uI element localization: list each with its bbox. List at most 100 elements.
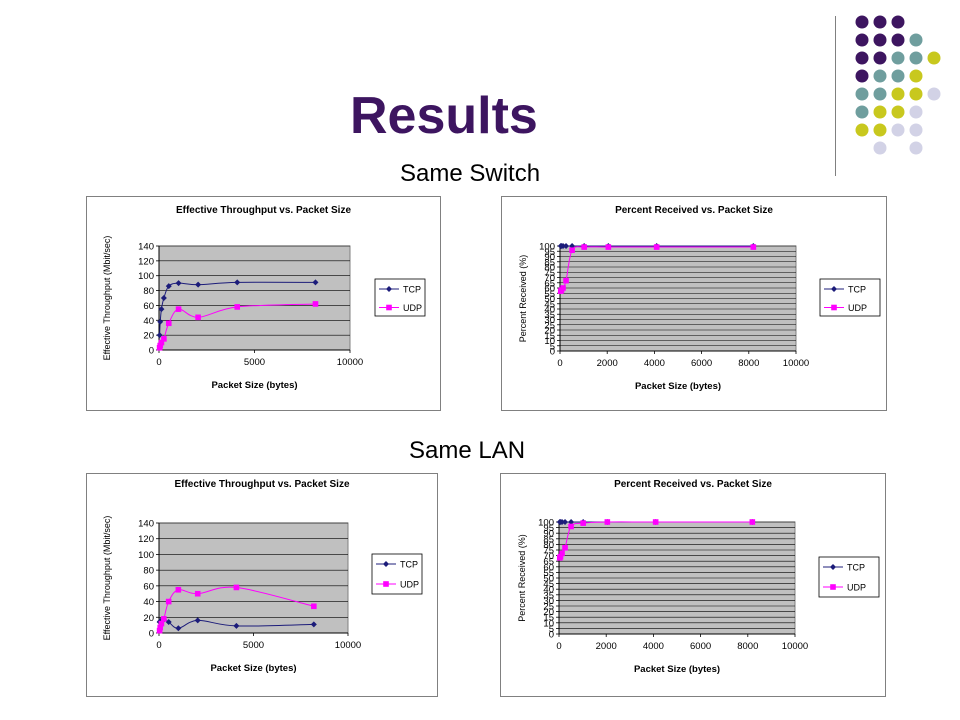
decorative-dot <box>909 123 923 137</box>
chart-lan-throughput: Effective Throughput vs. Packet Size 0 20 4… <box>86 473 438 697</box>
decorative-dot-grid <box>855 15 941 155</box>
y-tick-label: 90 <box>543 529 554 540</box>
x-tick-label: 6000 <box>690 641 711 652</box>
data-point-tcp <box>312 279 319 286</box>
y-axis-label: Percent Received (%) <box>518 255 528 343</box>
decorative-dot <box>873 87 887 101</box>
data-point-udp <box>562 544 568 551</box>
decorative-dot <box>855 105 869 119</box>
x-tick-label: 4000 <box>643 641 664 652</box>
y-tick-label: 10 <box>543 618 554 629</box>
plot-area <box>158 245 351 351</box>
decorative-dot <box>873 69 887 83</box>
chart-title: Percent Received vs. Packet Size <box>614 479 772 490</box>
data-point-udp <box>158 620 165 627</box>
y-tick-label: 5 <box>550 341 555 352</box>
legend-marker-udp <box>830 584 836 590</box>
data-point-udp <box>557 553 564 560</box>
data-point-udp <box>165 320 172 327</box>
x-tick-label: 0 <box>557 358 562 369</box>
data-point-tcp <box>156 332 163 339</box>
x-tick-label: 10000 <box>783 358 809 369</box>
x-tick-label: 5000 <box>243 640 264 651</box>
section-label-same-switch: Same Switch <box>400 160 541 187</box>
legend-marker-udp <box>386 304 392 311</box>
data-point-udp <box>161 336 167 342</box>
y-tick-label: 20 <box>544 326 555 337</box>
data-point-udp <box>194 590 201 597</box>
y-tick-label: 20 <box>543 607 554 618</box>
x-tick-label: 10000 <box>782 641 808 652</box>
decorative-divider-line <box>835 16 836 176</box>
data-point-tcp <box>165 283 172 290</box>
y-tick-label: 25 <box>544 320 555 331</box>
y-tick-label: 10 <box>544 336 555 347</box>
y-tick-label: 75 <box>544 268 555 279</box>
x-tick-label: 2000 <box>596 641 617 652</box>
decorative-dot <box>909 33 923 47</box>
decorative-dot <box>891 87 905 101</box>
y-tick-label: 90 <box>544 252 555 263</box>
legend-label-tcp: TCP <box>403 285 421 295</box>
y-tick-label: 20 <box>143 331 154 342</box>
data-point-tcp <box>160 295 167 301</box>
y-tick-label: 75 <box>543 546 554 557</box>
y-tick-label: 35 <box>543 590 554 601</box>
data-point-udp <box>157 342 164 349</box>
y-tick-label: 0 <box>550 347 555 358</box>
data-point-tcp <box>195 281 202 288</box>
y-tick-label: 80 <box>543 540 554 551</box>
decorative-dot <box>873 123 887 137</box>
data-point-tcp <box>562 519 569 525</box>
data-point-tcp <box>175 625 182 632</box>
y-tick-label: 45 <box>543 579 554 590</box>
y-tick-label: 65 <box>543 557 554 568</box>
data-point-tcp <box>568 519 575 525</box>
x-tick-label: 0 <box>156 640 161 651</box>
data-point-udp <box>311 603 317 610</box>
data-point-tcp <box>559 519 566 525</box>
data-point-tcp <box>194 617 201 624</box>
chart-svg: Effective Throughput vs. Packet Size 0 20 4… <box>102 205 426 391</box>
decorative-dot <box>909 105 923 119</box>
data-point-tcp <box>233 622 240 629</box>
decorative-dot <box>891 15 905 29</box>
data-point-udp <box>175 306 182 312</box>
y-axis-label: Effective Throughput (Mbit/sec) <box>102 236 112 361</box>
data-point-tcp <box>560 243 567 249</box>
decorative-dot <box>873 51 887 65</box>
decorative-dot <box>909 87 923 101</box>
y-tick-label: 100 <box>138 271 154 282</box>
legend-label-udp: UDP <box>400 580 419 590</box>
x-axis-label: Packet Size (bytes) <box>635 381 721 392</box>
y-tick-label: 0 <box>149 629 154 640</box>
data-point-udp <box>750 244 757 250</box>
y-tick-label: 80 <box>143 566 154 577</box>
legend-box <box>371 553 423 595</box>
decorative-dot <box>909 51 923 65</box>
decorative-dot <box>855 69 869 83</box>
y-tick-label: 40 <box>544 305 555 316</box>
data-point-udp <box>568 523 574 530</box>
data-point-udp <box>165 598 172 605</box>
y-tick-label: 95 <box>544 247 555 258</box>
data-point-udp <box>157 624 164 631</box>
section-label-same-lan: Same LAN <box>409 437 526 464</box>
legend-label-udp: UDP <box>403 303 422 313</box>
legend-label-udp: UDP <box>848 303 867 313</box>
legend-marker-udp <box>383 581 389 587</box>
decorative-dot <box>909 141 923 155</box>
y-tick-label: 60 <box>543 562 554 573</box>
data-point-udp <box>569 247 575 253</box>
legend-marker-tcp <box>830 564 836 570</box>
x-tick-label: 10000 <box>335 640 361 651</box>
chart-svg: Percent Received vs. Packet Size05101520… <box>518 205 881 392</box>
legend-label-tcp: TCP <box>400 560 418 570</box>
data-point-tcp <box>157 318 164 325</box>
data-point-udp <box>175 586 182 593</box>
decorative-dot <box>855 123 869 137</box>
decorative-dot <box>927 87 941 101</box>
y-tick-label: 50 <box>544 294 555 305</box>
chart-title: Percent Received vs. Packet Size <box>615 205 773 216</box>
data-point-udp <box>563 277 569 284</box>
